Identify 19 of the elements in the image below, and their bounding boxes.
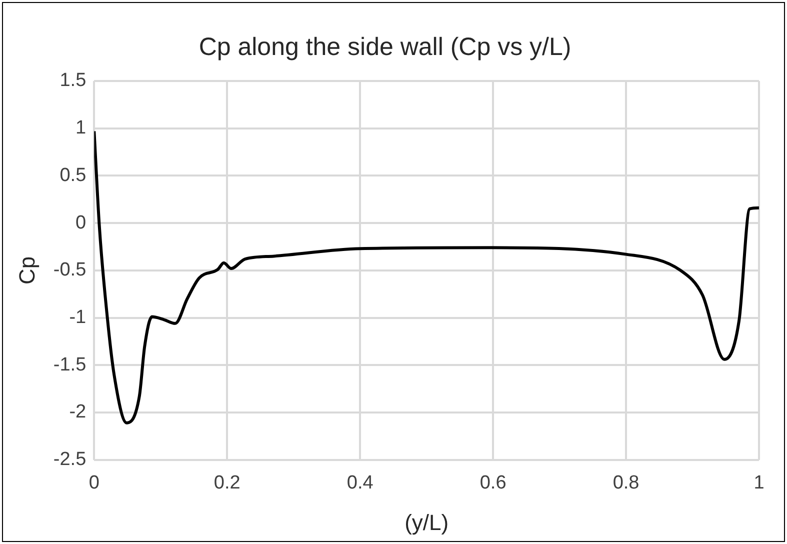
y-tick-label: -2 — [69, 402, 86, 423]
x-axis-title: (y/L) — [404, 510, 449, 535]
x-tick-label: 1 — [754, 472, 764, 494]
y-axis-title: Cp — [14, 256, 40, 284]
line-series — [94, 130, 759, 424]
y-tick-label: 0.5 — [60, 164, 86, 186]
chart-title: Cp along the side wall (Cp vs y/L) — [198, 32, 572, 61]
x-tick-label: 0 — [88, 472, 100, 494]
x-tick-label: 0.6 — [480, 472, 506, 494]
y-tick-label: -2.5 — [53, 449, 86, 470]
y-tick-label: 1 — [76, 118, 86, 139]
x-tick-label: 0.2 — [214, 472, 240, 494]
x-tick-label: 0.8 — [612, 472, 640, 494]
x-tick-label: 0.4 — [346, 472, 374, 494]
y-tick-label: -1.5 — [53, 354, 86, 376]
y-tick-label: 0 — [76, 212, 86, 234]
y-tick-label: 1.5 — [60, 70, 86, 92]
y-tick-label: -0.5 — [53, 260, 86, 281]
y-tick-label: -1 — [69, 306, 86, 328]
